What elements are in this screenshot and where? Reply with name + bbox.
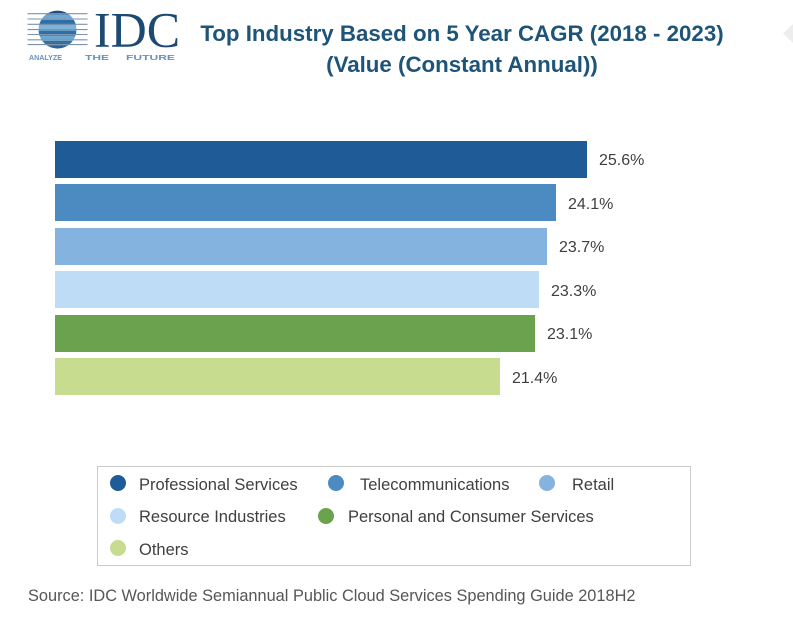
svg-text:FUTURE: FUTURE bbox=[126, 55, 176, 62]
svg-text:ANALYZE: ANALYZE bbox=[29, 55, 62, 62]
svg-text:IDC: IDC bbox=[94, 9, 180, 58]
svg-text:THE: THE bbox=[85, 55, 110, 62]
